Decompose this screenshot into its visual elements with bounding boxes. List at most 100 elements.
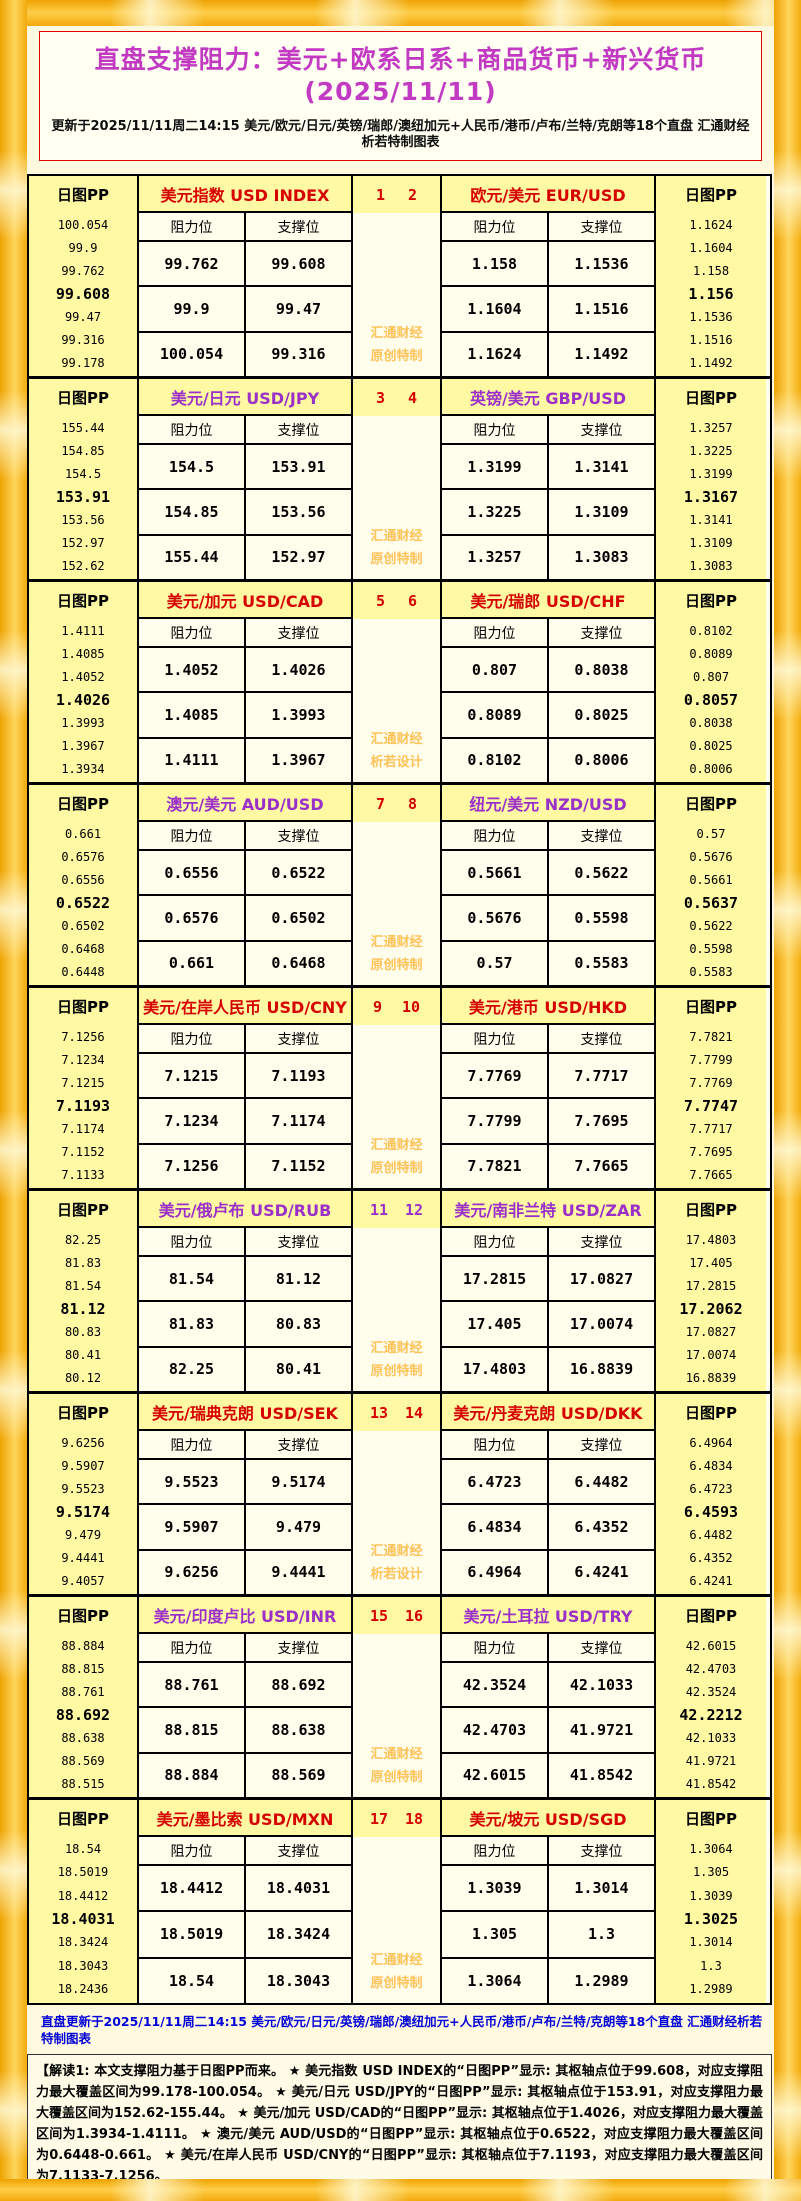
pp-column-right: 日图PP 42.6015 42.4703 42.3524 42.2212 42.1033… (656, 1597, 766, 1797)
support-value: 88.569 (244, 1753, 351, 1797)
note-paragraph-1: 【解读1: 本文支撑阻力基于日图PP而来。 ★ 美元指数 USD INDEX的“… (36, 2064, 763, 2184)
pp-value: 1.3993 (61, 715, 105, 730)
resistance-value: 7.1234 (164, 1111, 219, 1130)
pp-value: 88.884 (61, 1638, 105, 1653)
level-row: 6.4723 6.4482 (442, 1460, 654, 1506)
pp-values-right: 42.6015 42.4703 42.3524 42.2212 42.1033 41.97… (656, 1634, 766, 1797)
support-value: 1.3109 (547, 490, 654, 534)
pp-label-right: 日图PP (685, 592, 737, 610)
center-column: 1 2 汇通财经 原创特制 (353, 176, 442, 376)
pp-value: 155.44 (61, 420, 105, 435)
huitong-watermark: 汇通财经 原创特制 (353, 931, 440, 977)
resistance-value: 1.3199 (467, 457, 522, 476)
pp-value: 82.25 (64, 1232, 102, 1247)
center-body: 汇通财经 原创特制 (353, 1228, 440, 1391)
pair-number-left: 3 (375, 388, 385, 407)
gold-frame-bottom (0, 2179, 801, 2201)
resistance-header: 阻力位 (473, 1234, 516, 1251)
pair-numbers: 5 6 (353, 582, 440, 619)
resistance-value: 0.6576 (164, 908, 219, 927)
pp-column-right: 日图PP 0.57 0.5676 0.5661 0.5637 0.5622 0.5598 0… (656, 785, 766, 985)
pp-value: 1.1536 (689, 309, 733, 324)
level-row: 81.54 81.12 (139, 1257, 351, 1303)
level-row: 0.8089 0.8025 (442, 693, 654, 739)
resistance-header: 阻力位 (170, 828, 213, 845)
pp-value: 1.3083 (689, 558, 733, 573)
pair-section-row: 日图PP 1.4111 1.4085 1.4052 1.4026 1.3993 1.396… (29, 582, 770, 785)
support-value: 18.3424 (244, 1912, 351, 1957)
level-row: 99.762 99.608 (139, 242, 351, 288)
support-header: 支撑位 (547, 416, 654, 443)
level-row: 7.1234 7.1174 (139, 1099, 351, 1145)
resistance-value: 1.158 (471, 254, 518, 273)
pair-section-row: 日图PP 88.884 88.815 88.761 88.692 88.638 88.56… (29, 1597, 770, 1800)
level-row: 100.054 99.316 (139, 332, 351, 376)
grid-header-left: 阻力位 支撑位 (139, 1837, 351, 1866)
support-value: 1.1536 (547, 242, 654, 286)
pp-label-left: 日图PP (57, 1810, 109, 1828)
pp-pivot-value: 153.91 (55, 487, 111, 506)
pp-value: 99.9 (68, 240, 98, 255)
resistance-value: 42.3524 (462, 1675, 527, 1694)
pp-values-right: 0.8102 0.8089 0.807 0.8057 0.8038 0.8025 0.800… (656, 619, 766, 782)
center-column: 3 4 汇通财经 原创特制 (353, 379, 442, 579)
pair-number-left: 15 (369, 1606, 389, 1625)
support-value: 88.692 (244, 1663, 351, 1707)
resistance-value: 0.57 (476, 954, 513, 973)
resistance-value: 42.6015 (462, 1766, 527, 1785)
resistance-value: 81.83 (168, 1314, 215, 1333)
level-row: 7.1256 7.1152 (139, 1144, 351, 1188)
pair-section-row: 日图PP 7.1256 7.1234 7.1215 7.1193 7.1174 7.115… (29, 988, 770, 1191)
pp-column-left: 日图PP 0.661 0.6576 0.6556 0.6522 0.6502 0.6468… (29, 785, 139, 985)
pp-values-left: 1.4111 1.4085 1.4052 1.4026 1.3993 1.3967 1.39… (29, 619, 137, 782)
grid-header-left: 阻力位 支撑位 (139, 416, 351, 445)
resistance-value: 7.7769 (467, 1066, 522, 1085)
center-column: 9 10 汇通财经 原创特制 (353, 988, 442, 1188)
pp-value: 1.305 (692, 1865, 730, 1880)
pp-value: 1.4052 (61, 669, 105, 684)
resistance-header: 阻力位 (473, 1437, 516, 1454)
resistance-value: 9.6256 (164, 1563, 219, 1582)
pp-value: 42.6015 (685, 1638, 737, 1653)
pp-value: 0.6502 (61, 918, 105, 933)
pp-label-right: 日图PP (685, 389, 737, 407)
pair-table-right: 美元/瑞郎 USD/CHF 阻力位 支撑位 0.807 0.8038 0.8089 0… (442, 582, 656, 782)
level-row: 88.761 88.692 (139, 1663, 351, 1709)
pp-value: 1.3141 (689, 512, 733, 527)
pair-number-right: 16 (404, 1606, 424, 1625)
level-row: 88.884 88.569 (139, 1753, 351, 1797)
level-row: 1.305 1.3 (442, 1912, 654, 1959)
pp-value: 7.1256 (61, 1029, 105, 1044)
support-value: 0.6502 (244, 896, 351, 940)
resistance-value: 7.7821 (467, 1157, 522, 1176)
pair-title-left: 美元指数 USD INDEX (139, 176, 351, 213)
pp-column-right: 日图PP 0.8102 0.8089 0.807 0.8057 0.8038 0.8025… (656, 582, 766, 782)
support-value: 1.3141 (547, 445, 654, 489)
watermark-line-2: 析若设计 (370, 1567, 423, 1582)
pair-grid-left: 阻力位 支撑位 9.5523 9.5174 9.5907 9.479 9.6256 9.4… (139, 1431, 351, 1594)
resistance-header: 阻力位 (170, 625, 213, 642)
support-header: 支撑位 (244, 619, 351, 646)
pair-table-left: 美元/印度卢比 USD/INR 阻力位 支撑位 88.761 88.692 88.8… (139, 1597, 353, 1797)
center-column: 11 12 汇通财经 原创特制 (353, 1191, 442, 1391)
support-value: 80.41 (244, 1347, 351, 1391)
support-value: 0.6468 (244, 941, 351, 985)
resistance-value: 88.815 (164, 1720, 219, 1739)
support-value: 0.5583 (547, 941, 654, 985)
pair-table-right: 纽元/美元 NZD/USD 阻力位 支撑位 0.5661 0.5622 0.5676… (442, 785, 656, 985)
gold-frame-top (0, 0, 801, 26)
pair-grid-right: 阻力位 支撑位 6.4723 6.4482 6.4834 6.4352 6.4964 6.… (442, 1431, 654, 1594)
resistance-value: 81.54 (168, 1269, 215, 1288)
watermark-line-1: 汇通财经 (370, 732, 423, 747)
support-value: 1.3 (547, 1912, 654, 1957)
resistance-value: 1.4111 (164, 751, 219, 770)
grid-header-left: 阻力位 支撑位 (139, 1634, 351, 1663)
pp-pivot-value: 88.692 (55, 1705, 111, 1724)
page-title: 直盘支撑阻力：美元+欧系日系+商品货币+新兴货币(2025/11/11) (94, 45, 707, 106)
pair-number-right: 14 (404, 1403, 424, 1422)
support-header: 支撑位 (244, 1025, 351, 1052)
pair-numbers: 3 4 (353, 379, 440, 416)
grid-header-right: 阻力位 支撑位 (442, 822, 654, 851)
pp-value: 99.47 (64, 309, 102, 324)
grid-header-right: 阻力位 支撑位 (442, 619, 654, 648)
